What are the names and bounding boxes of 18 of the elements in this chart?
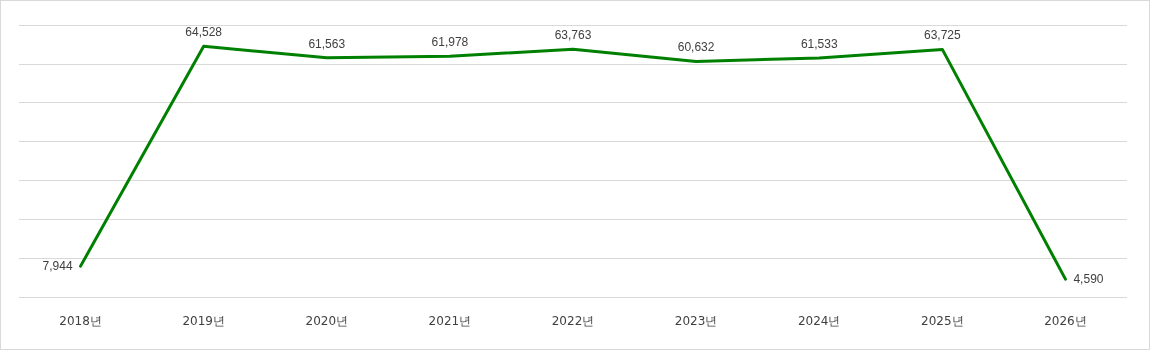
data-label: 61,533 xyxy=(800,36,838,51)
x-tick-label: 2024년 xyxy=(797,314,841,328)
data-label: 4,590 xyxy=(1073,272,1104,287)
x-tick-label: 2023년 xyxy=(674,314,718,328)
data-label: 7,944 xyxy=(42,259,73,274)
data-label: 63,763 xyxy=(554,28,592,43)
data-label: 60,632 xyxy=(677,40,715,55)
x-tick-label: 2018년 xyxy=(59,314,102,328)
x-tick-label: 2022년 xyxy=(551,314,595,328)
x-tick-label: 2025년 xyxy=(921,314,964,328)
data-label: 63,725 xyxy=(923,28,962,43)
data-label: 61,563 xyxy=(308,36,346,51)
data-label: 64,528 xyxy=(185,25,223,40)
x-tick-label: 2020년 xyxy=(305,314,349,328)
x-tick-label: 2026년 xyxy=(1044,314,1087,328)
data-label: 61,978 xyxy=(431,35,469,50)
x-tick-label: 2019년 xyxy=(182,314,225,328)
x-tick-label: 2021년 xyxy=(428,314,472,328)
